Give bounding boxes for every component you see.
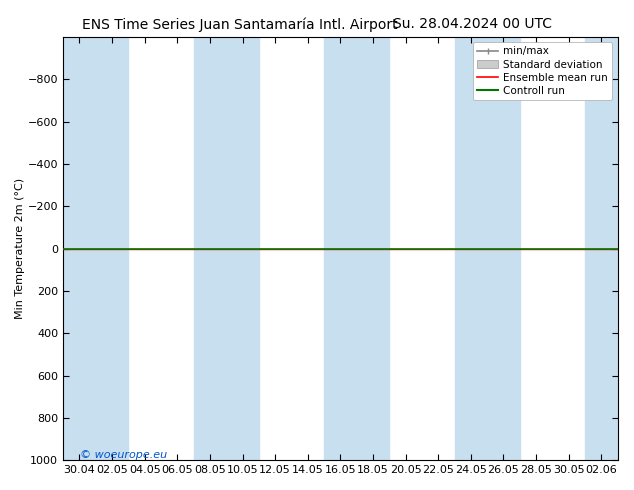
Bar [193,37,259,460]
Legend: min/max, Standard deviation, Ensemble mean run, Controll run: min/max, Standard deviation, Ensemble me… [473,42,612,100]
Text: ENS Time Series Juan Santamaría Intl. Airport: ENS Time Series Juan Santamaría Intl. Ai… [82,17,398,32]
Bar [585,37,618,460]
Text: © woeurope.eu: © woeurope.eu [80,450,167,460]
Bar [324,37,389,460]
Bar [63,37,128,460]
Text: Su. 28.04.2024 00 UTC: Su. 28.04.2024 00 UTC [392,17,552,31]
Bar [455,37,520,460]
Y-axis label: Min Temperature 2m (°C): Min Temperature 2m (°C) [15,178,25,319]
